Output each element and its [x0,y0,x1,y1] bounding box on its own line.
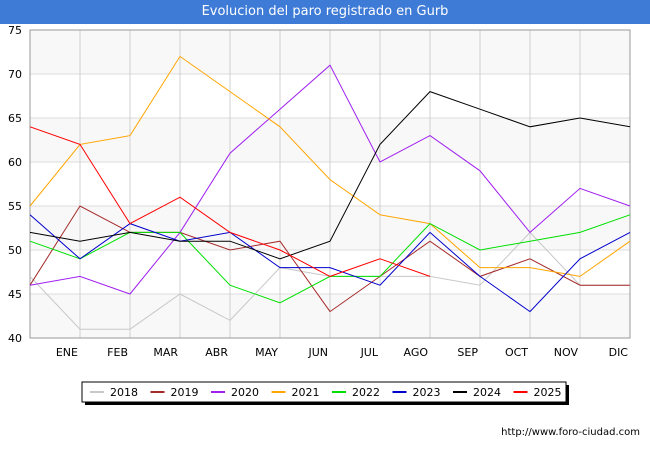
legend-label-2018: 2018 [110,386,138,399]
series-line-2025 [29,126,431,277]
legend-label-2019: 2019 [171,386,199,399]
legend: 2018 2019 2020 2021 2022 2023 2024 2025 [81,381,569,405]
y-tick-label: 55 [8,200,22,213]
x-tick-label: ABR [205,346,228,359]
source-url[interactable]: http://www.foro-ciudad.com [501,427,640,438]
chart-title: Evolucion del paro registrado en Gurb [0,0,650,24]
y-tick-label: 50 [8,244,22,257]
series-line-2024 [29,91,631,260]
y-tick-labels: 40 45 50 55 60 65 70 75 [8,24,22,345]
series-line-2021 [29,55,631,277]
x-tick-label: NOV [554,346,579,359]
x-tick-label: DIC [609,346,629,359]
legend-label-2024: 2024 [473,386,501,399]
x-tick-label: ENE [56,346,78,359]
y-tick-label: 45 [8,288,22,301]
x-tick-label: MAY [255,346,278,359]
y-tick-label: 40 [8,332,22,345]
x-tick-label: FEB [107,346,128,359]
x-tick-label: OCT [505,346,528,359]
legend-label-2022: 2022 [352,386,380,399]
plot-frame [29,29,631,339]
y-tick-label: 75 [8,24,22,37]
series-lines [29,55,631,330]
plot-border [29,29,631,339]
legend-label-2023: 2023 [413,386,441,399]
legend-box [81,381,567,403]
y-tick-label: 60 [8,156,22,169]
x-tick-labels: ENE FEB MAR ABR MAY JUN JUL AGO SEP OCT NOV DIC [56,346,628,359]
x-tick-label: SEP [457,346,478,359]
legend-label-2021: 2021 [292,386,320,399]
series-line-2020 [29,64,631,295]
y-tick-label: 70 [8,68,22,81]
legend-label-2025: 2025 [534,386,562,399]
x-tick-label: MAR [153,346,178,359]
x-tick-label: JUN [307,346,328,359]
x-tick-label: AGO [403,346,428,359]
legend-label-2020: 2020 [231,386,259,399]
x-tick-label: JUL [360,346,379,359]
y-tick-label: 65 [8,112,22,125]
